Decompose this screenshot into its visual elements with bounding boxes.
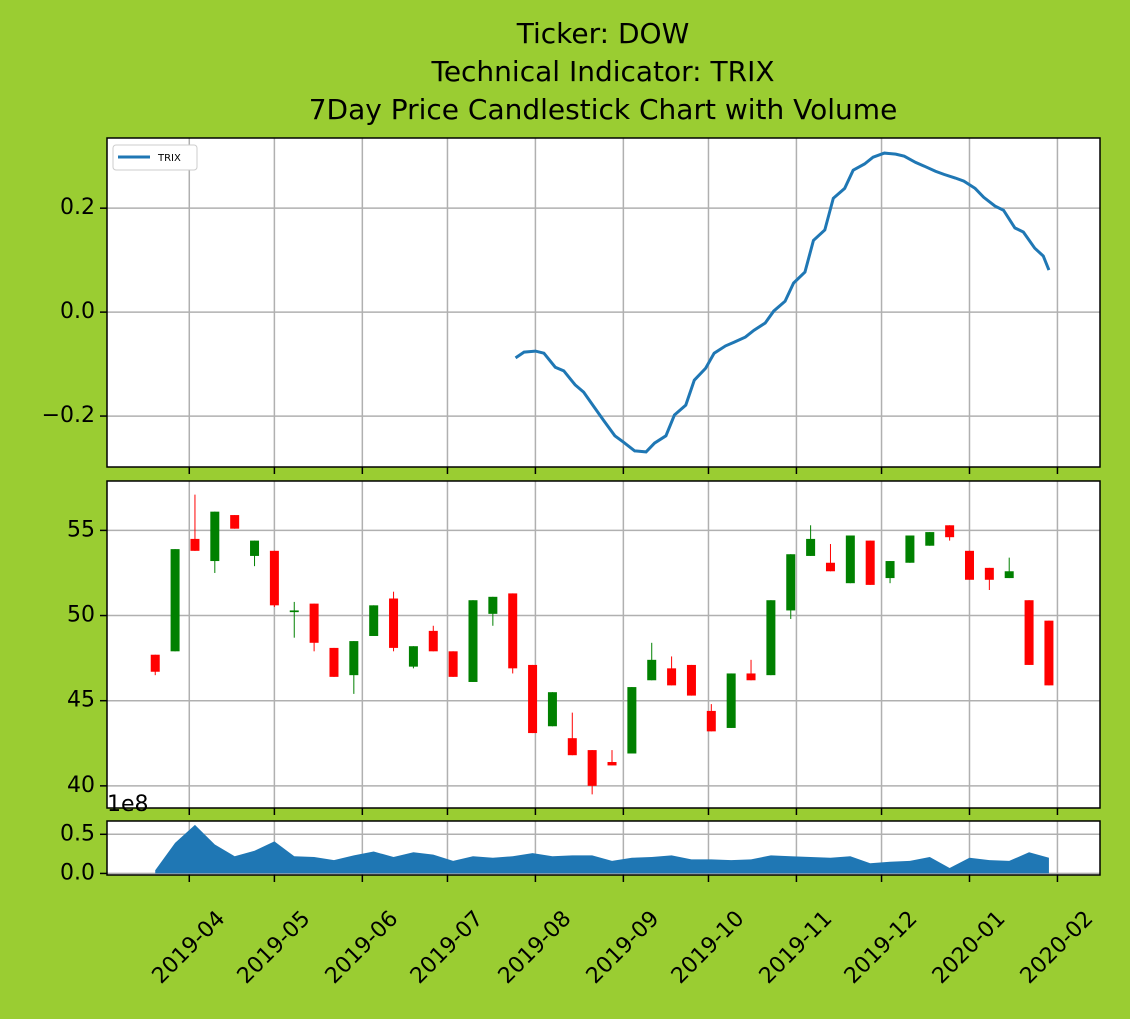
candle-body bbox=[746, 673, 756, 681]
candle-body bbox=[170, 549, 180, 652]
y-tick-label: 50 bbox=[67, 603, 95, 628]
candle-body bbox=[369, 605, 379, 636]
candle-body bbox=[230, 515, 240, 529]
legend: TRIX bbox=[112, 144, 198, 171]
candle-body bbox=[448, 651, 458, 677]
candle-body bbox=[905, 535, 915, 563]
y-tick-label: 55 bbox=[67, 517, 95, 542]
plot-frame bbox=[106, 820, 1101, 876]
legend-box bbox=[112, 144, 198, 171]
candle-body bbox=[250, 540, 260, 556]
candle-body bbox=[647, 659, 657, 681]
plot-frame bbox=[106, 137, 1101, 468]
volume-area bbox=[155, 824, 1049, 874]
y-tick-label: −0.2 bbox=[42, 403, 95, 428]
candle-body bbox=[1024, 600, 1034, 665]
title-line: Technical Indicator: TRIX bbox=[430, 55, 774, 88]
candle-body bbox=[825, 562, 835, 572]
candle-body bbox=[806, 538, 816, 556]
candle-body bbox=[150, 654, 160, 672]
candle-body bbox=[289, 610, 299, 613]
candle-body bbox=[329, 647, 339, 677]
y-tick-label: 0.0 bbox=[60, 860, 95, 885]
candle-body bbox=[428, 630, 438, 652]
candle-body bbox=[567, 738, 577, 756]
plot-area bbox=[107, 138, 1100, 467]
trix-line bbox=[514, 151, 1051, 454]
candle-body bbox=[667, 668, 677, 686]
candle-body bbox=[607, 762, 617, 766]
candle-body bbox=[984, 567, 994, 580]
candle-body bbox=[190, 538, 200, 551]
candle-body bbox=[706, 710, 716, 732]
marks bbox=[514, 151, 1051, 454]
candle-body bbox=[945, 525, 955, 538]
candle-body bbox=[627, 687, 637, 754]
title-line: 7Day Price Candlestick Chart with Volume bbox=[309, 93, 898, 126]
candle-body bbox=[865, 540, 875, 585]
candle-body bbox=[964, 550, 974, 580]
candle-body bbox=[210, 511, 220, 562]
plot-area bbox=[107, 481, 1100, 808]
candle-body bbox=[389, 598, 399, 648]
legend-label: TRIX bbox=[157, 153, 181, 164]
candle-body bbox=[408, 646, 418, 667]
y-tick-label: 0.0 bbox=[60, 299, 95, 324]
candle-body bbox=[786, 554, 796, 611]
candle-body bbox=[845, 535, 855, 584]
candle-body bbox=[528, 664, 538, 734]
y-tick-label: 40 bbox=[67, 773, 95, 798]
candle-body bbox=[309, 603, 319, 643]
candle-body bbox=[1004, 571, 1014, 579]
candle-body bbox=[1044, 620, 1054, 686]
candle-body bbox=[766, 600, 776, 676]
y-tick-label: 0.2 bbox=[60, 195, 95, 220]
title-line: Ticker: DOW bbox=[516, 17, 690, 50]
y-tick-label: 45 bbox=[67, 688, 95, 713]
candle-body bbox=[488, 596, 498, 614]
candle-body bbox=[925, 532, 935, 546]
plot-frame bbox=[106, 480, 1101, 809]
candle-body bbox=[269, 550, 279, 606]
candle-body bbox=[349, 641, 359, 676]
candle-body bbox=[686, 664, 696, 696]
candle-body bbox=[726, 673, 736, 728]
candle-body bbox=[885, 561, 895, 579]
candle-body bbox=[468, 600, 478, 682]
y-tick-label: 0.5 bbox=[60, 821, 95, 846]
candle-body bbox=[508, 593, 518, 669]
offset-text: 1e8 bbox=[107, 792, 149, 817]
marks bbox=[155, 824, 1049, 874]
marks bbox=[150, 494, 1054, 795]
candle-body bbox=[587, 750, 597, 786]
candle-body bbox=[547, 692, 557, 727]
